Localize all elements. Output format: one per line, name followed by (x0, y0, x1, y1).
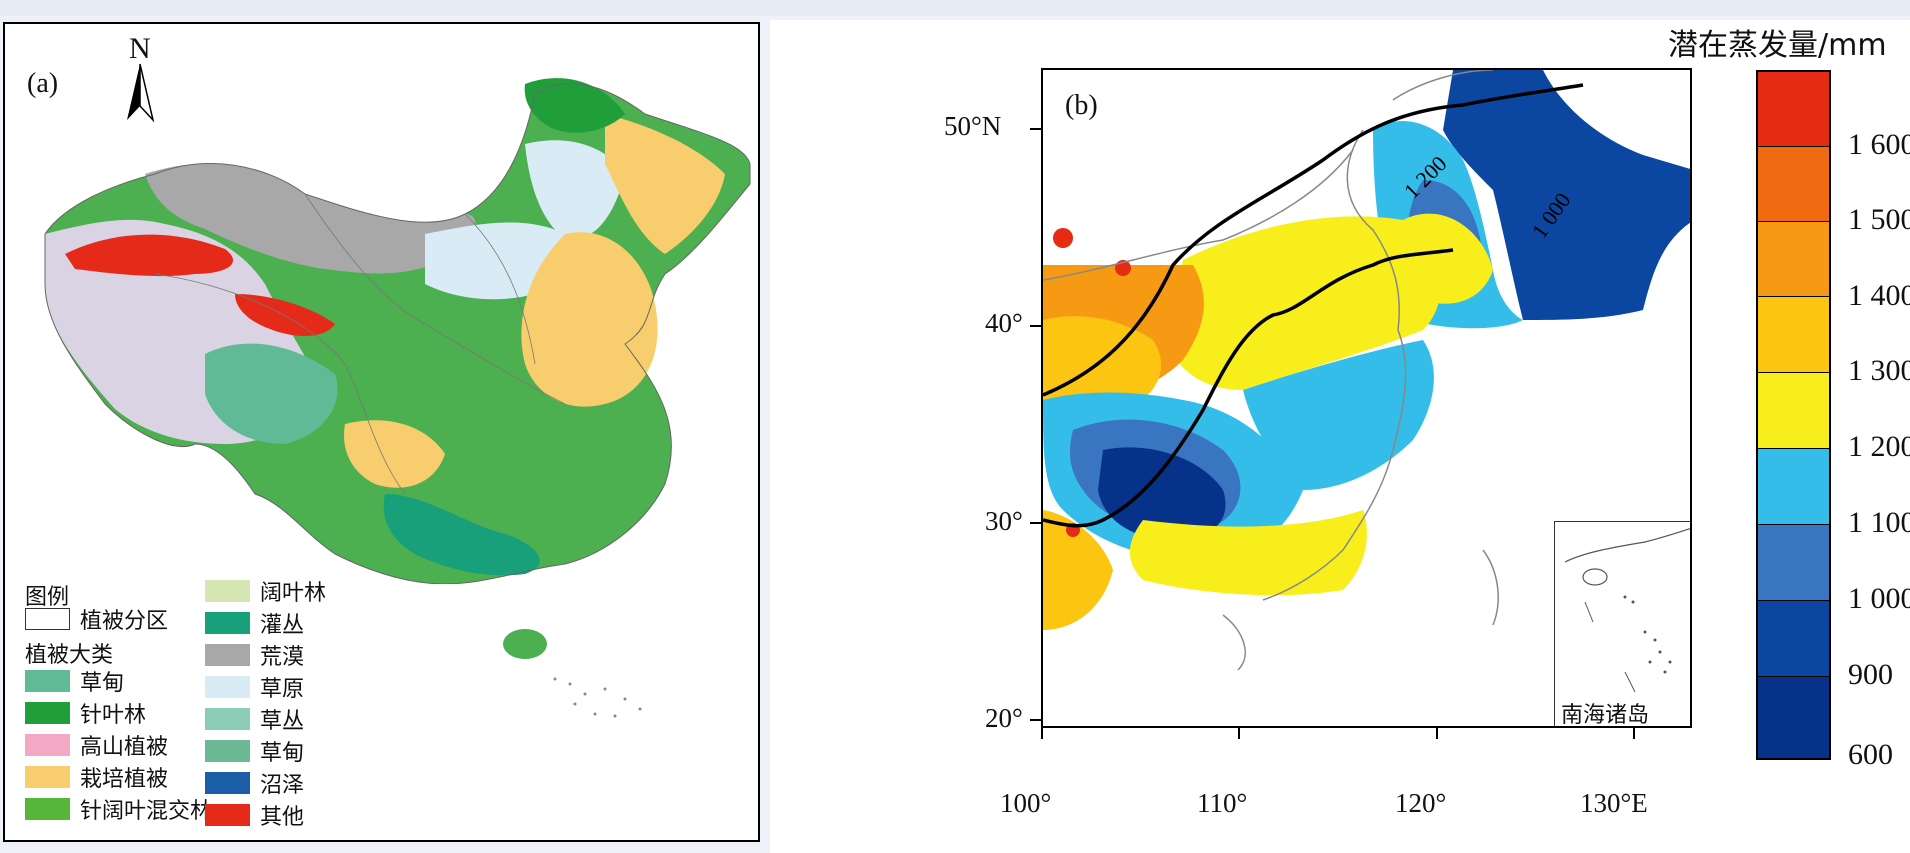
colorbar (1756, 70, 1831, 760)
lon-label-100: 100° (1000, 788, 1052, 818)
lon-tick (1633, 727, 1635, 739)
legend-label: 栽培植被 (80, 767, 169, 792)
south-china-sea-islands (503, 629, 642, 718)
legend-item: 荒漠 (205, 641, 305, 670)
legend-swatch (205, 580, 250, 602)
north-arrow-icon (127, 63, 155, 122)
legend-swatch (205, 772, 250, 794)
colorbar-segment (1758, 72, 1829, 147)
legend-item: 沼泽 (205, 769, 305, 798)
legend-label: 针叶林 (80, 703, 147, 728)
lat-tick (1030, 128, 1042, 130)
legend-item: 高山植被 (25, 731, 169, 760)
legend-label: 草甸 (260, 741, 305, 766)
lon-label-110: 110° (1197, 788, 1248, 818)
colorbar-segment (1758, 147, 1829, 222)
legend-label: 针阔叶混交林 (80, 799, 213, 824)
legend-item: 草甸 (25, 667, 125, 696)
legend-category-title: 植被大类 (25, 643, 114, 668)
north-label: N (129, 32, 151, 65)
lat-label-30: 30° (985, 506, 1023, 536)
panel-a-vegetation-map: (a) N (3, 22, 760, 842)
colorbar-segment (1758, 449, 1829, 525)
legend-item: 灌丛 (205, 609, 305, 638)
legend-zone-label: 植被分区 (80, 609, 169, 634)
lon-tick (1238, 727, 1240, 739)
legend-swatch (25, 798, 70, 820)
lat-tick (1030, 325, 1042, 327)
colorbar-segment (1758, 601, 1829, 677)
legend-swatch (205, 676, 250, 698)
legend-title: 图例 (25, 585, 70, 610)
legend-swatch (205, 740, 250, 762)
legend-item: 栽培植被 (25, 763, 169, 792)
colorbar-label: 1 400 (1848, 279, 1910, 312)
legend-label: 荒漠 (260, 645, 305, 670)
legend-swatch (25, 734, 70, 756)
inset-label: 南海诸岛 (1561, 703, 1650, 728)
legend-item: 草甸 (205, 737, 305, 766)
legend-label: 草原 (260, 677, 305, 702)
inset-map (1564, 528, 1690, 693)
colorbar-label: 1 200 (1848, 430, 1910, 463)
legend-zone-swatch (25, 608, 70, 630)
panel-b-tag: (b) (1065, 90, 1098, 121)
legend-label: 沼泽 (260, 773, 305, 798)
legend-zone: 植被分区 (25, 605, 169, 634)
colorbar-label: 1 000 (1848, 582, 1910, 615)
legend-label: 其他 (260, 805, 305, 830)
legend-swatch (25, 670, 70, 692)
lon-tick (1436, 727, 1438, 739)
lon-label-120: 120° (1395, 788, 1447, 818)
legend: 图例 植被分区 植被大类 草甸 针叶林 高山植被 栽培植被 针阔叶混交林 阔 (25, 577, 405, 840)
colorbar-segment (1758, 677, 1829, 758)
legend-swatch (205, 644, 250, 666)
lat-label-40: 40° (985, 308, 1023, 338)
legend-label: 灌丛 (260, 613, 305, 638)
legend-item: 其他 (205, 801, 305, 830)
panel-a-tag: (a) (27, 68, 59, 99)
legend-label: 草甸 (80, 671, 125, 696)
colorbar-segment (1758, 297, 1829, 373)
colorbar-label: 1 100 (1848, 506, 1910, 539)
legend-swatch (205, 612, 250, 634)
lat-label-20: 20° (985, 703, 1023, 733)
legend-item: 针叶林 (25, 699, 147, 728)
colorbar-title: 潜在蒸发量/mm (1668, 28, 1887, 63)
colorbar-label: 1 600 (1848, 128, 1910, 161)
colorbar-segment (1758, 525, 1829, 601)
lat-tick (1030, 522, 1042, 524)
top-band (0, 0, 1910, 16)
lon-label-130: 130°E (1580, 788, 1648, 818)
colorbar-segment (1758, 373, 1829, 449)
legend-label: 高山植被 (80, 735, 169, 760)
colorbar-label: 1 500 (1848, 203, 1910, 236)
lat-label-50: 50°N (944, 111, 1002, 141)
colorbar-label: 600 (1848, 738, 1893, 771)
colorbar-segment (1758, 222, 1829, 297)
legend-item: 阔叶林 (205, 577, 327, 606)
legend-swatch (205, 804, 250, 826)
china-vegetation-map (44, 78, 751, 584)
lon-tick (1041, 727, 1043, 739)
lat-tick (1030, 719, 1042, 721)
legend-swatch (25, 702, 70, 724)
legend-item: 针阔叶混交林 (25, 795, 213, 824)
legend-label: 草丛 (260, 709, 305, 734)
legend-item: 草丛 (205, 705, 305, 734)
panel-b-evaporation-map: 1 200 1 000 南海诸岛 (b) (1041, 68, 1692, 728)
colorbar-label: 900 (1848, 658, 1893, 691)
north-arrow: N (115, 32, 165, 122)
south-china-sea-inset: 南海诸岛 (1554, 521, 1690, 728)
legend-swatch (25, 766, 70, 788)
legend-item: 草原 (205, 673, 305, 702)
colorbar-label: 1 300 (1848, 354, 1910, 387)
legend-label: 阔叶林 (260, 581, 327, 606)
legend-swatch (205, 708, 250, 730)
